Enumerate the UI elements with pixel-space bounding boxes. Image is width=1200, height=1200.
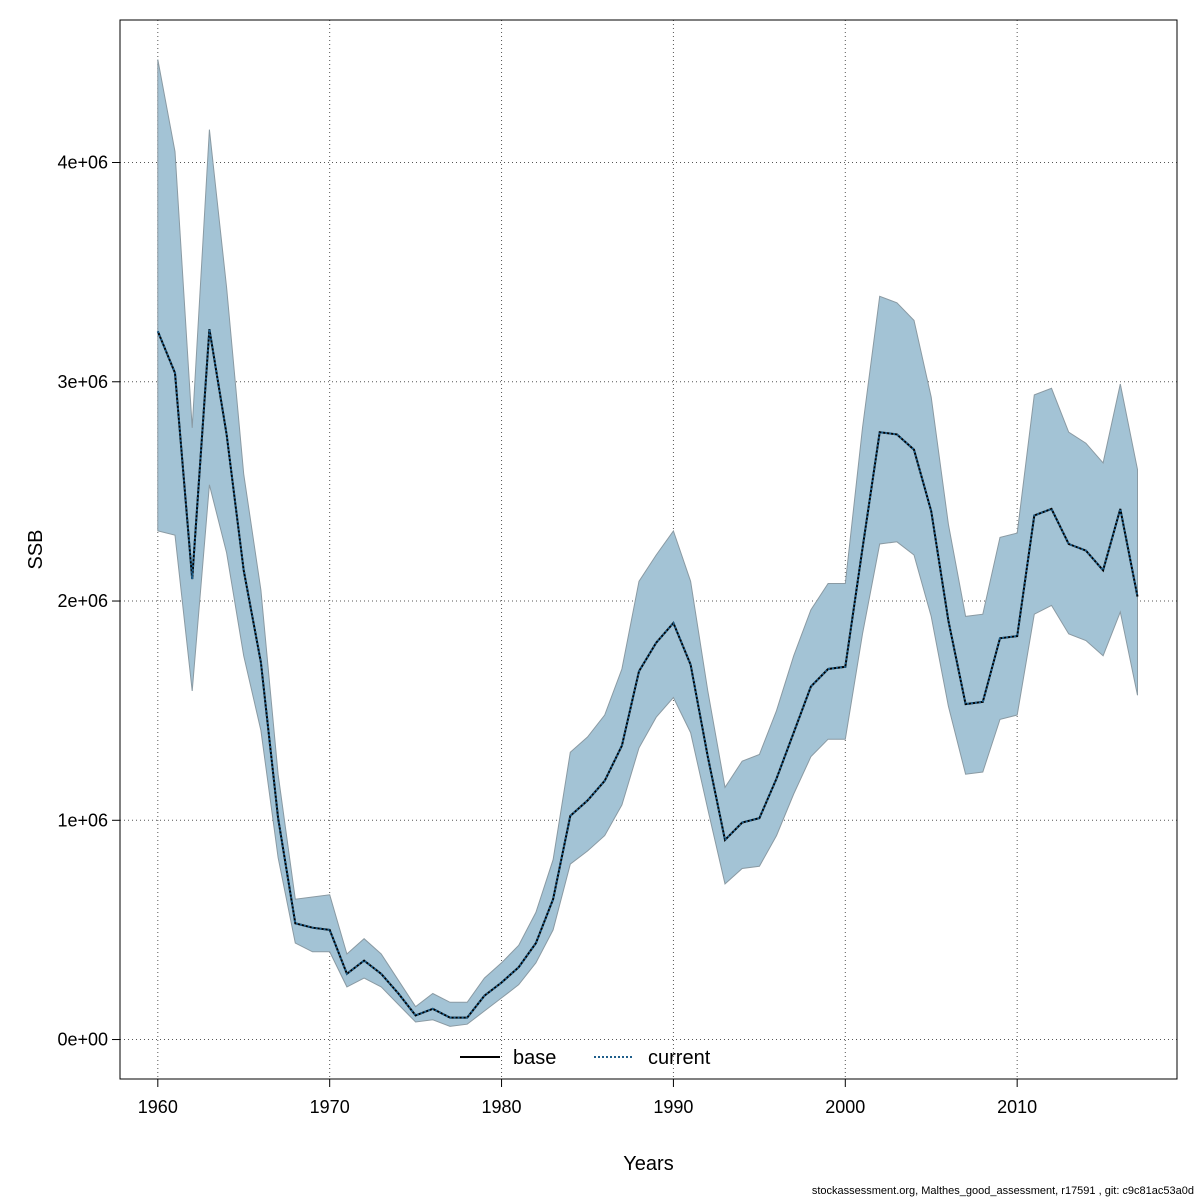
x-tick-label-1990: 1990 xyxy=(653,1097,693,1117)
confidence-band xyxy=(157,59,1138,1027)
series-line-current xyxy=(156,328,1139,1019)
x-axis-title: Years xyxy=(623,1153,673,1175)
y-axis: 0e+00 1e+06 2e+06 3e+06 4e+06 xyxy=(57,153,121,1050)
x-tick-label-1980: 1980 xyxy=(482,1097,522,1117)
x-tick-label-2000: 2000 xyxy=(825,1097,865,1117)
legend: base current xyxy=(460,1047,711,1069)
x-tick-label-1970: 1970 xyxy=(310,1097,350,1117)
y-axis-title: SSB xyxy=(25,529,47,569)
y-tick-label-3e+06: 3e+06 xyxy=(57,372,108,392)
legend-label-current: current xyxy=(648,1047,711,1069)
footer-note: stockassessment.org, Malthes_good_assess… xyxy=(811,1185,1194,1197)
y-tick-label-2e+06: 2e+06 xyxy=(57,591,108,611)
x-tick-label-1960: 1960 xyxy=(138,1097,178,1117)
y-tick-label-4e+06: 4e+06 xyxy=(57,153,108,173)
y-tick-label-0e+00: 0e+00 xyxy=(57,1030,108,1050)
legend-label-base: base xyxy=(513,1047,556,1069)
x-axis: 1960 1970 1980 1990 2000 2010 xyxy=(138,1078,1037,1117)
y-tick-label-1e+06: 1e+06 xyxy=(57,810,108,830)
x-tick-label-2010: 2010 xyxy=(997,1097,1037,1117)
